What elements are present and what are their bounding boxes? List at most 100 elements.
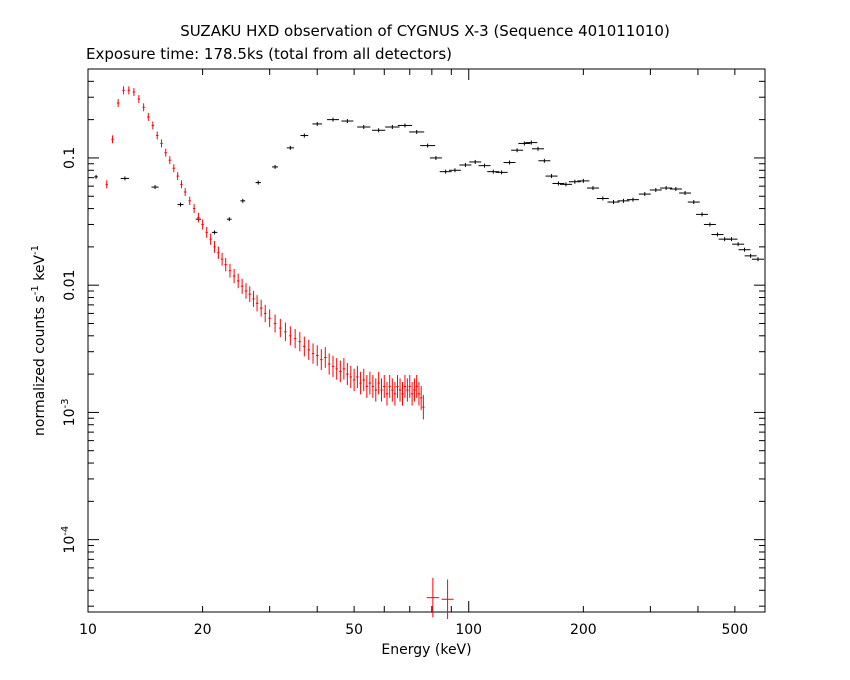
data-point: [255, 295, 259, 312]
y-tick-labels: 0.10.0110-310-4: [60, 147, 78, 554]
data-point: [359, 371, 362, 395]
data-point: [94, 174, 98, 179]
data-point: [397, 123, 413, 128]
data-point: [268, 309, 271, 328]
data-point: [147, 112, 150, 121]
data-point: [391, 378, 394, 402]
data-point: [377, 371, 380, 395]
data-point: [220, 252, 224, 266]
plot-frame: [87, 68, 766, 613]
y-axis-label-exp1: -1: [30, 285, 41, 295]
data-point: [289, 326, 292, 346]
data-point: [385, 125, 400, 130]
data-point: [252, 290, 255, 307]
data-point: [183, 187, 187, 196]
data-point: [116, 99, 120, 108]
data-point: [679, 191, 692, 196]
data-point: [298, 331, 302, 352]
data-point: [331, 355, 335, 378]
data-point: [596, 196, 609, 201]
series-0: [94, 117, 764, 262]
data-point: [311, 343, 315, 364]
data-point: [263, 304, 267, 323]
data-point: [312, 121, 323, 126]
data-point: [419, 385, 423, 410]
data-point: [180, 180, 183, 189]
data-point: [669, 186, 682, 191]
data-point: [142, 103, 145, 112]
data-point: [368, 371, 372, 395]
data-point: [439, 169, 452, 174]
data-point: [538, 158, 551, 163]
series-layer: [94, 86, 764, 620]
data-point: [393, 382, 397, 406]
data-point: [401, 382, 404, 406]
data-point: [255, 180, 261, 185]
data-point: [696, 212, 709, 217]
data-point: [244, 283, 248, 299]
data-point: [441, 579, 454, 620]
data-point: [380, 378, 383, 402]
data-point: [316, 345, 319, 366]
data-point: [420, 143, 436, 148]
data-point: [738, 247, 751, 252]
data-point: [286, 145, 294, 150]
data-point: [388, 374, 391, 398]
data-point: [626, 197, 639, 202]
data-point: [217, 246, 220, 259]
data-point: [188, 196, 191, 206]
data-point: [151, 185, 159, 190]
x-axis-label: Energy (keV): [381, 642, 471, 658]
data-point: [177, 202, 184, 207]
y-axis-label-unit: keV: [32, 255, 48, 286]
y-tick-label: 10-3: [60, 399, 78, 427]
data-point: [372, 128, 386, 133]
data-point: [638, 192, 651, 197]
data-point: [660, 186, 673, 191]
data-point: [469, 159, 482, 164]
x-tick-label: 10: [79, 622, 97, 638]
x-tick-labels: 10 20 50 100 200 500: [79, 622, 748, 638]
data-point: [356, 365, 359, 389]
data-point: [545, 174, 558, 179]
data-point: [327, 353, 331, 375]
x-tick-label: 50: [345, 622, 363, 638]
data-point: [577, 178, 590, 183]
y-tick-base: 0.1: [62, 147, 78, 169]
data-point: [228, 263, 232, 278]
data-point: [511, 148, 524, 153]
data-point: [586, 186, 599, 191]
data-point: [417, 382, 421, 406]
data-point: [211, 230, 218, 235]
data-point: [300, 133, 309, 138]
y-axis-label: normalized counts s-1 keV-1: [30, 245, 48, 436]
data-point: [429, 155, 442, 160]
data-point: [744, 253, 757, 258]
data-point: [751, 257, 764, 262]
data-point: [339, 360, 342, 383]
data-point: [410, 382, 414, 406]
data-point: [617, 198, 630, 203]
data-point: [224, 257, 227, 272]
data-point: [459, 162, 472, 167]
chart-title: SUZAKU HXD observation of CYGNUS X-3 (Se…: [180, 22, 670, 40]
data-point: [687, 200, 700, 205]
data-point: [525, 140, 538, 145]
data-point: [413, 378, 416, 402]
x-tick-label: 500: [721, 622, 748, 638]
y-tick-label: 0.01: [62, 270, 78, 301]
data-point: [362, 368, 365, 392]
y-axis-label-text: normalized counts s: [32, 295, 48, 436]
data-point: [371, 374, 375, 398]
data-point: [398, 378, 402, 402]
data-point: [164, 148, 167, 157]
data-point: [711, 232, 724, 237]
data-point: [559, 182, 572, 187]
y-tick-exponent: -3: [60, 399, 71, 409]
data-point: [232, 268, 236, 284]
data-point: [503, 160, 516, 165]
data-point: [478, 163, 491, 168]
data-point: [105, 180, 108, 189]
data-point: [341, 119, 354, 124]
data-point: [248, 286, 251, 303]
